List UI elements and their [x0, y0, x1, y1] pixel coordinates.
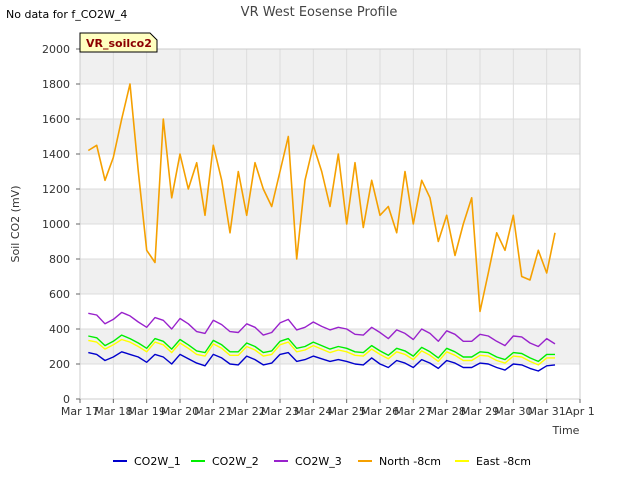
series-line-co2w-3 [88, 311, 556, 348]
y-tick-label: 1600 [42, 113, 70, 126]
legend-label-co2w-3: CO2W_3 [295, 455, 342, 468]
x-tick-label: Mar 31 [528, 405, 566, 418]
x-tick-label: Apr 1 [565, 405, 595, 418]
bg-band [80, 119, 580, 154]
y-tick-label: 1000 [42, 218, 70, 231]
x-tick-label: Mar 17 [61, 405, 99, 418]
x-tick-label: Mar 28 [428, 405, 466, 418]
x-tick-label: Mar 27 [394, 405, 432, 418]
badge-shape [79, 32, 158, 53]
y-tick-label: 200 [49, 358, 70, 371]
bg-band [80, 49, 580, 84]
x-tick-label: Mar 29 [461, 405, 499, 418]
y-tick-label: 600 [49, 288, 70, 301]
y-tick-label: 800 [49, 253, 70, 266]
legend-label-north-8cm: North -8cm [379, 455, 441, 468]
badge-label: VR_soilco2 [86, 37, 152, 50]
gridlines [79, 48, 581, 400]
y-tick-label: 2000 [42, 43, 70, 56]
status-note: No data for f_CO2W_4 [6, 8, 127, 21]
station-badge: VR_soilco2 [79, 32, 158, 53]
x-tick-label: Mar 24 [294, 405, 332, 418]
legend-label-east-8cm: East -8cm [476, 455, 531, 468]
y-tick-label: 0 [63, 393, 70, 406]
y-tick-label: 1200 [42, 183, 70, 196]
y-axis-label: Soil CO2 (mV) [9, 186, 22, 263]
x-tick-label: Mar 21 [194, 405, 232, 418]
series-lines [87, 83, 556, 372]
y-tick-label: 1400 [42, 148, 70, 161]
axes: 0 200 400 600 800 1000 1200 1400 1600 1800 2000 Mar… [42, 43, 595, 418]
bg-band [80, 329, 580, 364]
series-line-co2w-2 [88, 334, 555, 363]
legend-label-co2w-1: CO2W_1 [134, 455, 181, 468]
x-tick-label: Mar 26 [361, 405, 399, 418]
legend: CO2W_1 CO2W_2 CO2W_3 North -8cm East -8cm [113, 455, 531, 468]
y-tick-label: 1800 [42, 78, 70, 91]
x-axis-label: Time [552, 424, 580, 437]
chart-title: VR West Eosense Profile [241, 5, 398, 20]
x-tick-label: Mar 25 [328, 405, 366, 418]
x-tick-label: Mar 19 [128, 405, 166, 418]
bg-band [80, 259, 580, 294]
x-tick-label: Mar 18 [94, 405, 132, 418]
y-tick-label: 400 [49, 323, 70, 336]
series-line-east-8cm [88, 338, 555, 366]
series-line-co2w-1 [88, 351, 556, 372]
background-bands [80, 49, 580, 364]
series-line-north-8cm [87, 83, 556, 313]
x-tick-label: Mar 22 [228, 405, 266, 418]
x-tick-label: Mar 20 [161, 405, 199, 418]
legend-label-co2w-2: CO2W_2 [212, 455, 259, 468]
x-tick-label: Mar 23 [261, 405, 299, 418]
x-tick-label: Mar 30 [494, 405, 532, 418]
